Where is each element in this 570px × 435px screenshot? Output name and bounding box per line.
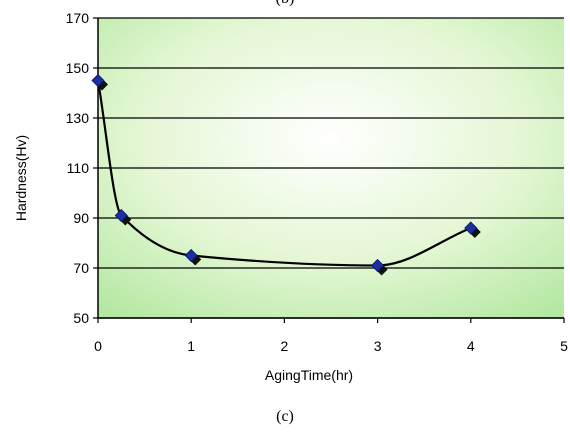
y-tick-label: 70 [73, 260, 89, 276]
data-point [91, 73, 105, 88]
x-tick-label: 4 [467, 338, 475, 354]
y-tick-label: 130 [66, 110, 90, 126]
y-tick-label: 90 [73, 210, 89, 226]
y-tick-label: 170 [66, 10, 90, 26]
x-tick-label: 0 [94, 338, 102, 354]
y-axis-label: Hardness(Hv) [13, 135, 29, 221]
data-point [114, 208, 128, 223]
top-caption: (b) [0, 0, 570, 8]
data-point [464, 221, 478, 235]
bottom-caption: (c) [276, 408, 294, 425]
data-point [371, 258, 385, 273]
data-point [184, 248, 198, 263]
trend-curve [96, 80, 472, 267]
y-tick-label: 110 [67, 160, 90, 176]
x-tick-label: 2 [281, 338, 289, 354]
y-tick-label: 50 [73, 310, 89, 326]
x-tick-label: 1 [187, 338, 195, 354]
y-tick-label: 150 [66, 60, 90, 76]
x-axis-label: AgingTime(hr) [265, 367, 353, 383]
x-tick-label: 5 [560, 338, 568, 354]
x-tick-label: 3 [374, 338, 382, 354]
